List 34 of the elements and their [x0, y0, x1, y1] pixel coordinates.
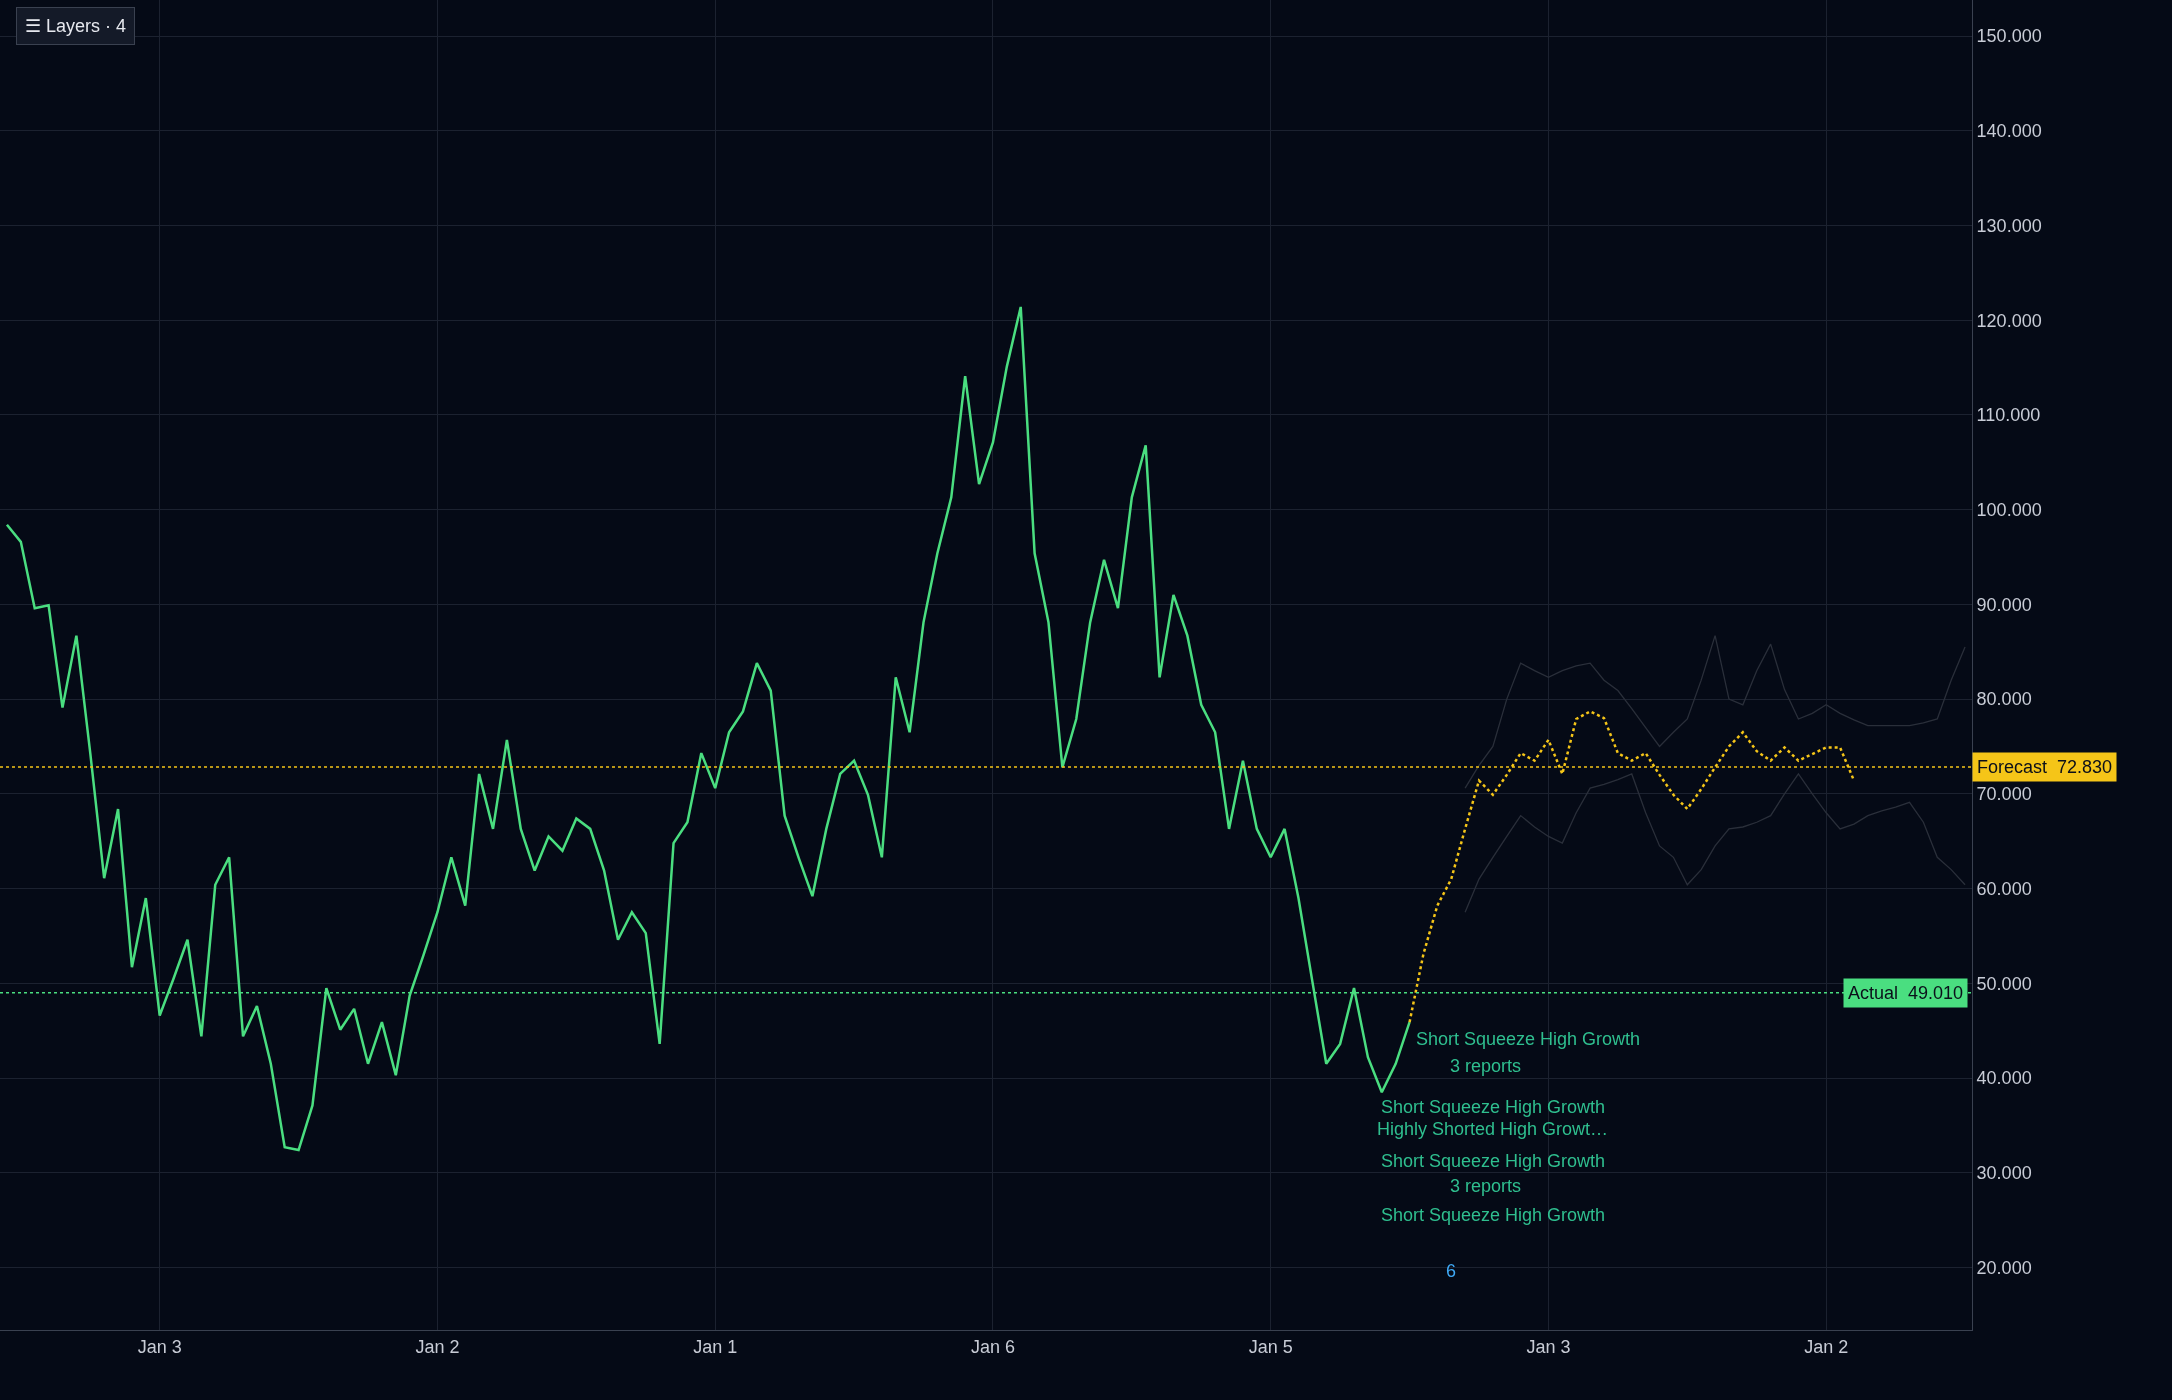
- y-tick-label: 110.000: [1976, 405, 2041, 426]
- y-tick-label: 20.000: [1976, 1257, 2032, 1278]
- x-tick-label: Jan 3: [1526, 1336, 1571, 1357]
- y-tick-label: 120.000: [1976, 310, 2042, 331]
- y-tick-label: 40.000: [1976, 1068, 2032, 1089]
- x-tick-label: Jan 5: [1248, 1336, 1293, 1357]
- y-tick-label: 140.000: [1976, 121, 2042, 142]
- y-tick-label: 90.000: [1976, 594, 2032, 615]
- y-tick-label: 70.000: [1976, 784, 2032, 805]
- ref-line-label: Forecast 72.830: [1977, 757, 2113, 777]
- annotation: 6: [1446, 1261, 1457, 1281]
- annotation: 3 reports: [1450, 1176, 1522, 1196]
- y-tick-label: 30.000: [1976, 1163, 2032, 1184]
- y-tick-label: 60.000: [1976, 878, 2032, 899]
- x-tick-label: Jan 6: [970, 1336, 1015, 1357]
- ref-line-label: Actual 49.010: [1848, 983, 1964, 1003]
- y-tick-label: 150.000: [1976, 26, 2042, 47]
- annotation: Short Squeeze High Growth: [1381, 1097, 1606, 1117]
- y-tick-label: 100.000: [1976, 499, 2042, 520]
- annotation: Short Squeeze High Growth: [1381, 1151, 1606, 1171]
- y-tick-label: 80.000: [1976, 689, 2032, 710]
- x-tick-label: Jan 2: [1804, 1336, 1849, 1357]
- x-tick-label: Jan 2: [415, 1336, 460, 1357]
- y-tick-label: 130.000: [1976, 215, 2042, 236]
- x-tick-label: Jan 3: [137, 1336, 182, 1357]
- annotation: ☰ Layers · 4: [25, 16, 127, 36]
- annotation: Short Squeeze High Growth: [1416, 1029, 1641, 1049]
- annotation: Short Squeeze High Growth: [1381, 1205, 1606, 1225]
- line-series: [1464, 634, 1966, 789]
- annotation: 3 reports: [1450, 1056, 1522, 1076]
- y-tick-label: 50.000: [1976, 973, 2032, 994]
- x-tick-label: Jan 1: [693, 1336, 738, 1357]
- annotation: Highly Shorted High Growt…: [1377, 1119, 1609, 1139]
- line-series: [1464, 773, 1966, 913]
